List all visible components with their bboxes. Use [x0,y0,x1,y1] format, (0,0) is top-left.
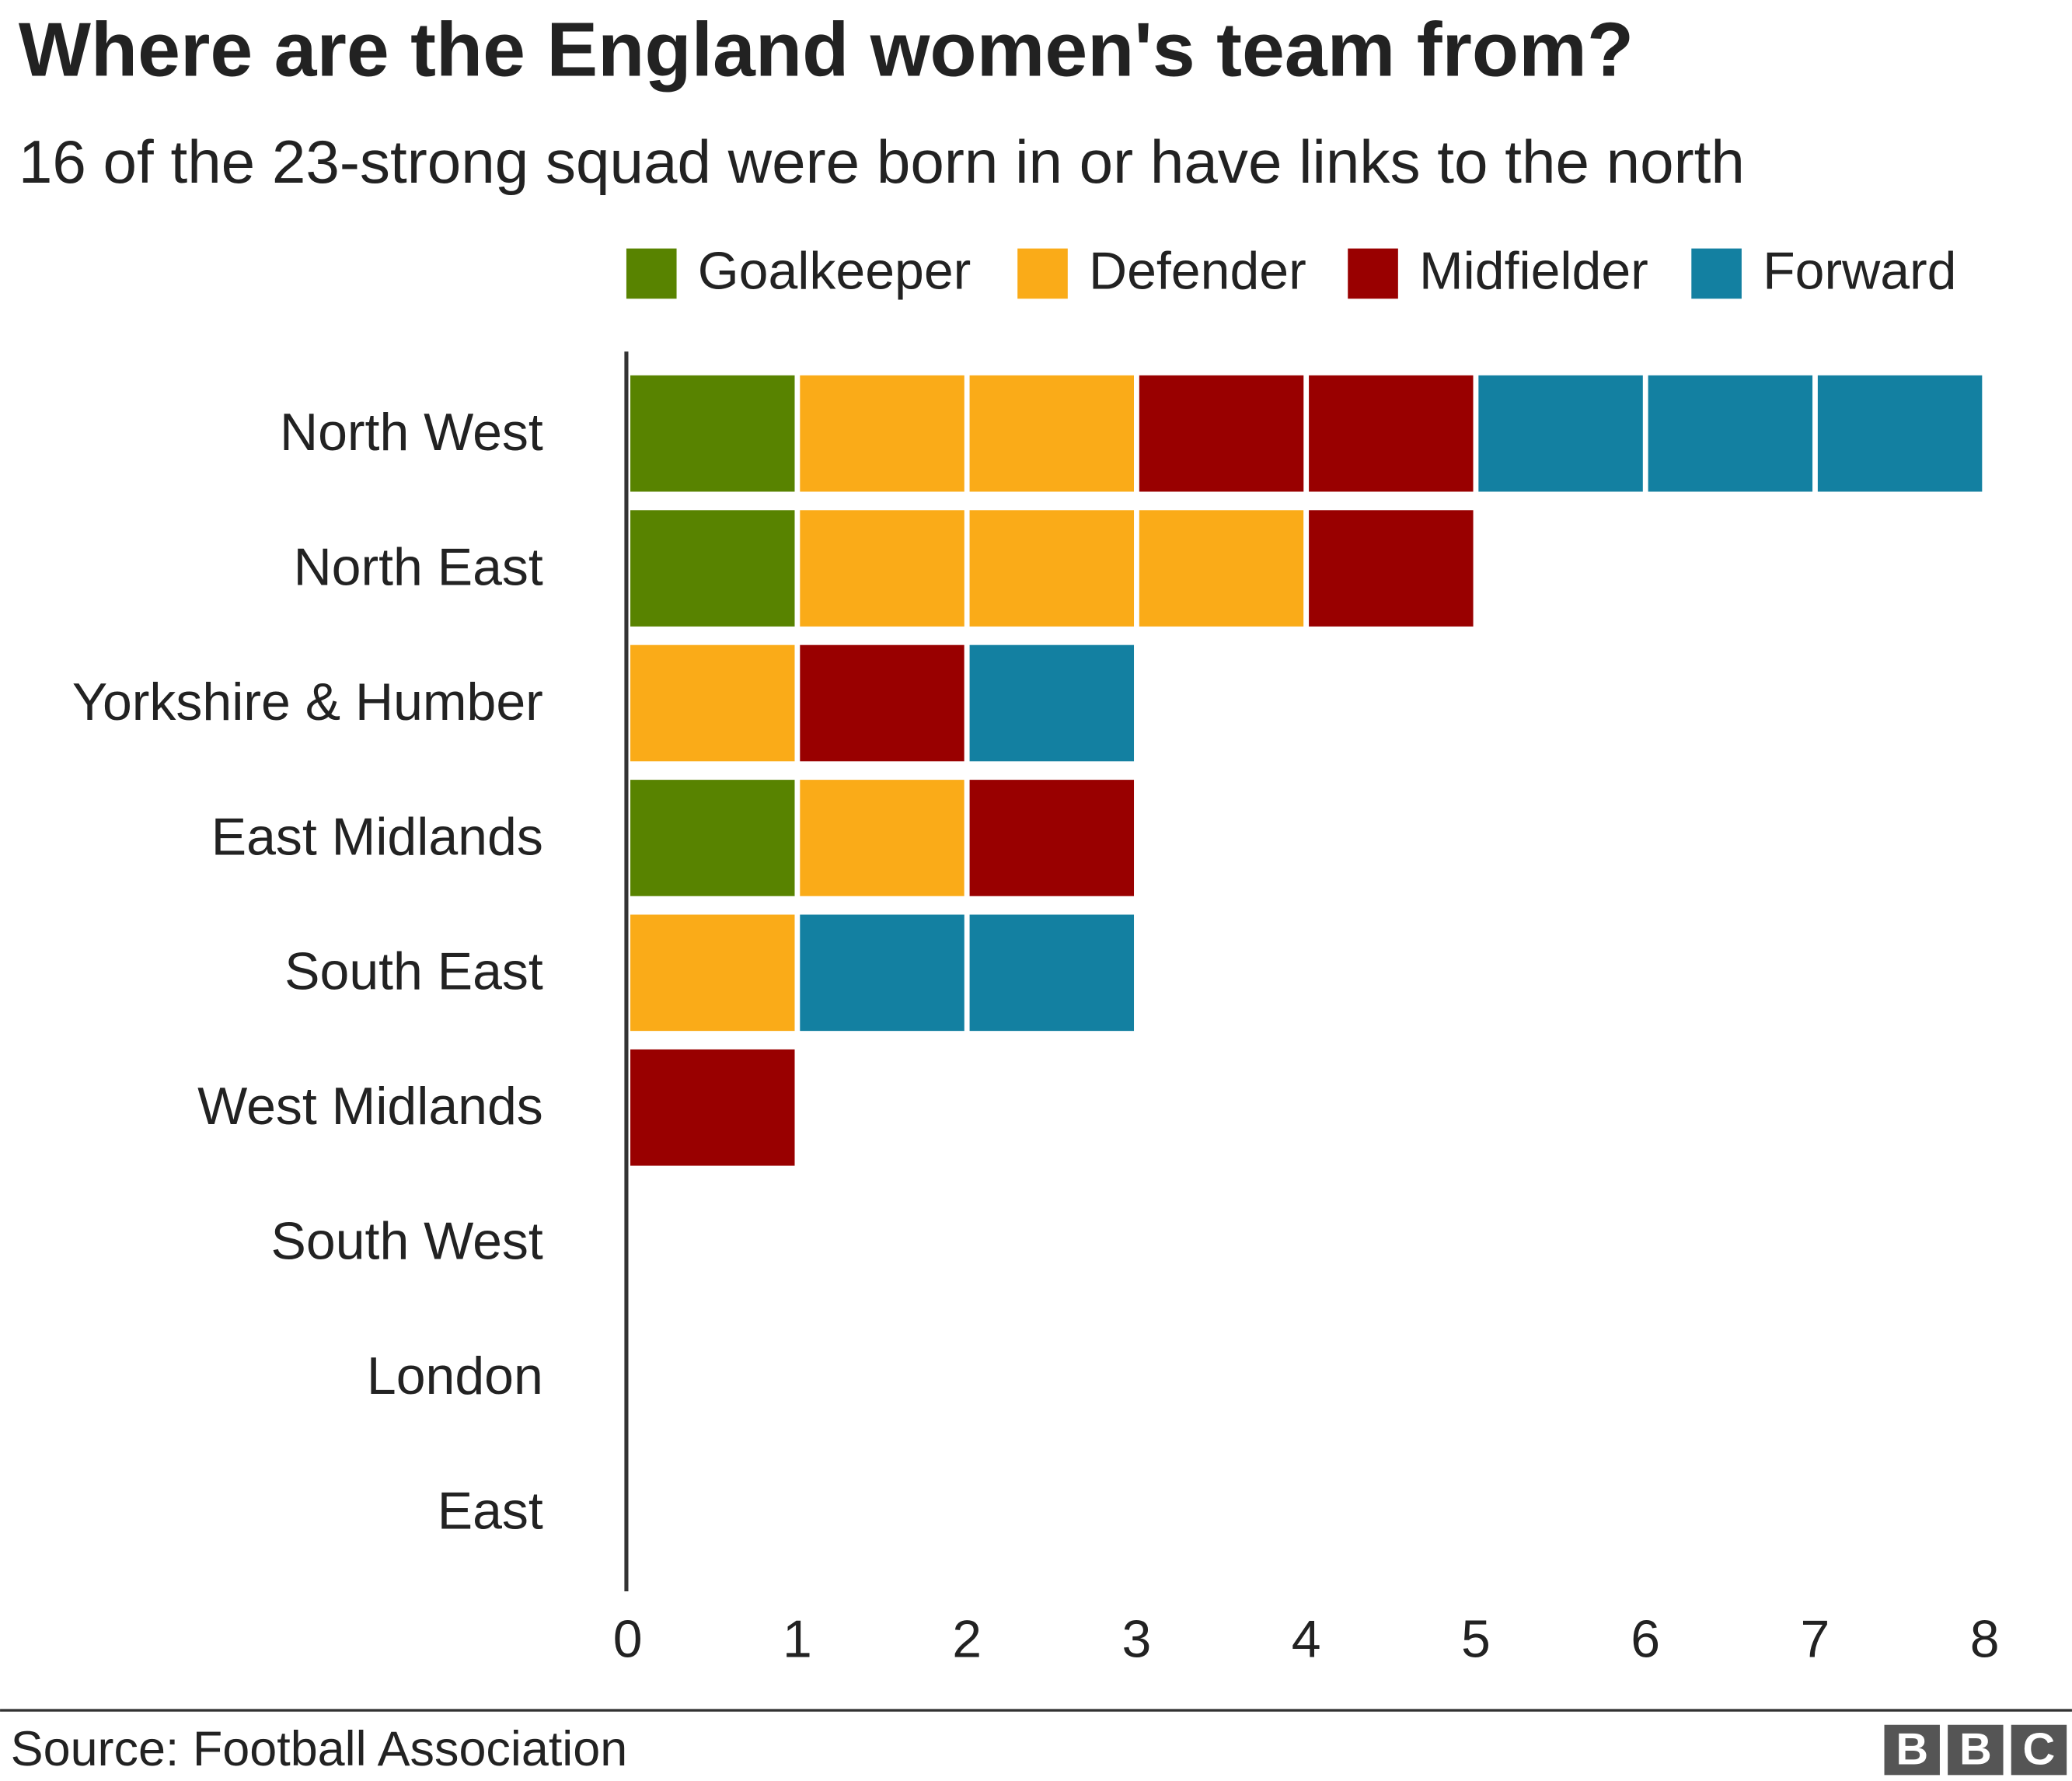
bar-segment [625,639,801,767]
chart-title: Where are the England women's team from? [19,6,1634,92]
x-tick-label: 8 [1970,1609,2000,1668]
bar-segment [1473,370,1988,498]
bar-segment [964,639,1139,767]
bar-segment [794,505,1310,632]
legend-label: Defender [1089,242,1306,301]
x-tick-label: 4 [1292,1609,1321,1668]
legend-label: Midfielder [1419,242,1648,301]
y-tick-label: East Midlands [211,807,543,866]
x-tick-label: 5 [1461,1609,1491,1668]
bar-segment [625,774,801,902]
source: Source: Football Association [11,1722,628,1776]
logo-block [2011,1724,2067,1776]
y-tick-label: West Midlands [197,1077,543,1136]
y-tick-label: North West [280,403,543,462]
logo-block [1884,1724,1940,1776]
bar-segment [794,774,970,902]
y-tick-label: North East [294,537,543,596]
x-tick-label: 0 [613,1609,643,1668]
y-tick-label: Yorkshire & Humber [72,672,543,732]
legend-label: Goalkeeper [698,242,971,301]
bar-segment [625,1044,801,1172]
legend-swatch [626,248,677,299]
legend-swatch [1691,248,1742,299]
y-tick-label: London [367,1346,543,1406]
logo-letter: B [1959,1725,1992,1775]
legend-swatch [1017,248,1068,299]
logo-letter: C [2023,1725,2056,1775]
bar-segment [625,370,801,498]
bar-segment [1303,505,1479,632]
bar-segment [625,909,801,1036]
logo-block [1948,1724,2004,1776]
logo-letter: B [1896,1725,1928,1775]
y-tick-label: East [438,1481,543,1540]
x-tick-label: 2 [952,1609,982,1668]
bar-segment [625,505,801,632]
bar-segment [964,774,1139,902]
chart-subtitle: 16 of the 23-strong squad were born in o… [19,127,1745,196]
x-tick-label: 6 [1631,1609,1660,1668]
x-tick-label: 1 [783,1609,812,1668]
y-tick-label: South West [271,1212,543,1271]
legend-swatch [1348,248,1398,299]
legend-label: Forward [1763,242,1956,301]
x-tick-label: 7 [1801,1609,1830,1668]
bar-segment [794,639,970,767]
y-tick-label: South East [284,942,543,1001]
x-tick-label: 3 [1122,1609,1152,1668]
